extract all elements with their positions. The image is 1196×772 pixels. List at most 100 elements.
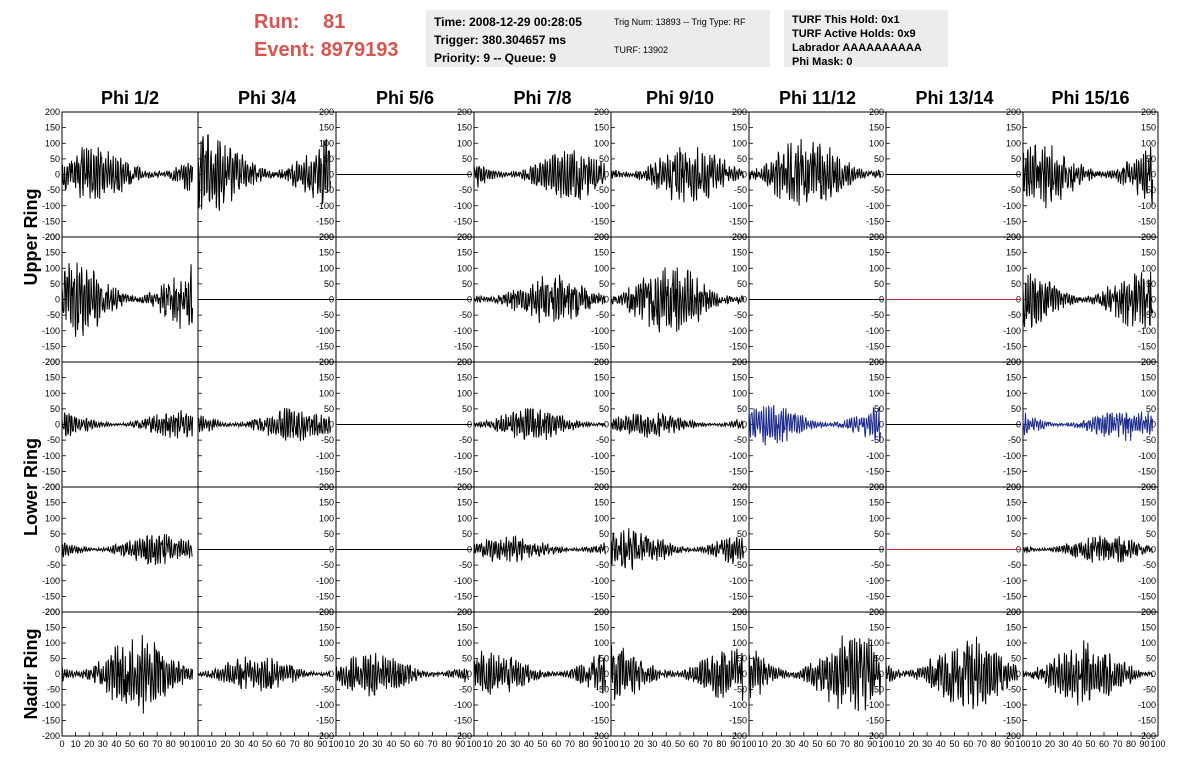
- y-tick-label: -150: [591, 216, 609, 226]
- y-tick-label: -50: [321, 435, 334, 445]
- waveform-trace: [335, 652, 469, 697]
- y-tick-label: 0: [55, 295, 60, 305]
- event-line: Event: 8979193: [254, 36, 399, 64]
- y-tick-label: 0: [329, 420, 334, 430]
- y-tick-label: 200: [594, 357, 609, 367]
- y-tick-label: 150: [732, 123, 747, 133]
- trig-text: Trig Num: 13893 -- Trig Type: RF: [614, 17, 746, 27]
- y-tick-label: 200: [1006, 107, 1021, 117]
- y-tick-label: -150: [316, 716, 334, 726]
- x-tick-label: 100: [1015, 739, 1030, 749]
- y-tick-label: 100: [1141, 388, 1156, 398]
- y-tick-label: 50: [1146, 654, 1156, 664]
- y-tick-label: 200: [457, 357, 472, 367]
- y-tick-label: 50: [599, 529, 609, 539]
- y-tick-label: -150: [866, 591, 884, 601]
- x-tick-label: 40: [386, 739, 396, 749]
- y-tick-label: -150: [591, 716, 609, 726]
- x-tick-label: 100: [603, 739, 618, 749]
- y-tick-label: 0: [604, 669, 609, 679]
- y-tick-label: 100: [1141, 513, 1156, 523]
- y-tick-label: 0: [329, 170, 334, 180]
- y-tick-label: 200: [869, 607, 884, 617]
- y-tick-label: -150: [1003, 591, 1021, 601]
- x-tick-label: 50: [537, 739, 547, 749]
- y-tick-label: -100: [316, 700, 334, 710]
- y-tick-label: 50: [1011, 654, 1021, 664]
- waveform-trace: [473, 150, 606, 201]
- waveform-trace: [197, 656, 331, 692]
- y-tick-label: -100: [42, 576, 60, 586]
- y-tick-label: -100: [454, 576, 472, 586]
- y-tick-label: 50: [1011, 279, 1021, 289]
- y-tick-label: -200: [316, 731, 334, 741]
- y-tick-label: 200: [1141, 107, 1156, 117]
- y-tick-label: -100: [591, 201, 609, 211]
- y-tick-label: 50: [324, 654, 334, 664]
- y-tick-label: -50: [47, 185, 60, 195]
- waveform-trace: [61, 634, 194, 714]
- y-tick-label: 0: [1151, 420, 1156, 430]
- y-tick-label: -100: [591, 700, 609, 710]
- y-tick-label: -150: [454, 716, 472, 726]
- column-title: Phi 9/10: [646, 88, 714, 108]
- y-tick-label: 0: [879, 170, 884, 180]
- x-tick-label: 60: [826, 739, 836, 749]
- y-tick-label: 100: [1006, 638, 1021, 648]
- y-tick-label: 150: [1141, 248, 1156, 258]
- y-tick-label: 50: [324, 279, 334, 289]
- x-tick-label: 40: [248, 739, 258, 749]
- waveform-trace: [61, 410, 194, 439]
- ring-label: Nadir Ring: [21, 628, 41, 719]
- y-tick-label: -100: [591, 576, 609, 586]
- column-title: Phi 15/16: [1051, 88, 1129, 108]
- y-tick-label: 50: [874, 529, 884, 539]
- y-tick-label: -150: [454, 591, 472, 601]
- y-tick-label: 100: [732, 263, 747, 273]
- y-tick-label: 200: [319, 107, 334, 117]
- y-tick-label: 0: [879, 420, 884, 430]
- y-tick-label: 150: [457, 123, 472, 133]
- y-tick-label: 0: [467, 669, 472, 679]
- y-tick-label: 100: [1006, 263, 1021, 273]
- waveform-trace: [610, 267, 744, 333]
- labrador-text: Labrador AAAAAAAAAA: [792, 42, 922, 54]
- x-tick-label: 90: [592, 739, 602, 749]
- y-tick-label: 150: [1141, 373, 1156, 383]
- y-tick-label: -50: [871, 435, 884, 445]
- y-tick-label: 50: [737, 279, 747, 289]
- y-tick-label: -50: [596, 185, 609, 195]
- y-tick-label: 50: [599, 279, 609, 289]
- y-tick-label: -100: [729, 451, 747, 461]
- waveform-trace: [473, 407, 606, 441]
- y-tick-label: 100: [457, 388, 472, 398]
- waveform-trace: [610, 644, 744, 701]
- x-tick-label: 80: [579, 739, 589, 749]
- y-tick-label: 100: [319, 638, 334, 648]
- y-tick-label: 150: [869, 373, 884, 383]
- x-tick-label: 100: [190, 739, 205, 749]
- y-tick-label: 0: [55, 545, 60, 555]
- y-tick-label: 200: [594, 107, 609, 117]
- x-tick-label: 30: [510, 739, 520, 749]
- y-tick-label: 100: [732, 513, 747, 523]
- y-tick-label: 50: [1146, 529, 1156, 539]
- y-tick-label: -150: [42, 216, 60, 226]
- y-tick-label: 200: [732, 357, 747, 367]
- y-tick-label: -100: [866, 201, 884, 211]
- column-title: Phi 11/12: [779, 88, 856, 108]
- y-tick-label: 0: [1151, 545, 1156, 555]
- y-tick-label: -100: [729, 326, 747, 336]
- event-label: Event:: [254, 39, 316, 61]
- y-tick-label: -100: [316, 201, 334, 211]
- y-tick-label: -100: [42, 201, 60, 211]
- y-tick-label: 150: [319, 123, 334, 133]
- column-title: Phi 5/6: [376, 88, 434, 108]
- y-tick-label: 0: [742, 545, 747, 555]
- y-tick-label: -50: [47, 435, 60, 445]
- y-tick-label: -150: [42, 341, 60, 351]
- y-tick-label: 0: [604, 545, 609, 555]
- y-tick-label: 100: [1141, 638, 1156, 648]
- y-tick-label: 50: [462, 404, 472, 414]
- y-tick-label: 150: [45, 498, 60, 508]
